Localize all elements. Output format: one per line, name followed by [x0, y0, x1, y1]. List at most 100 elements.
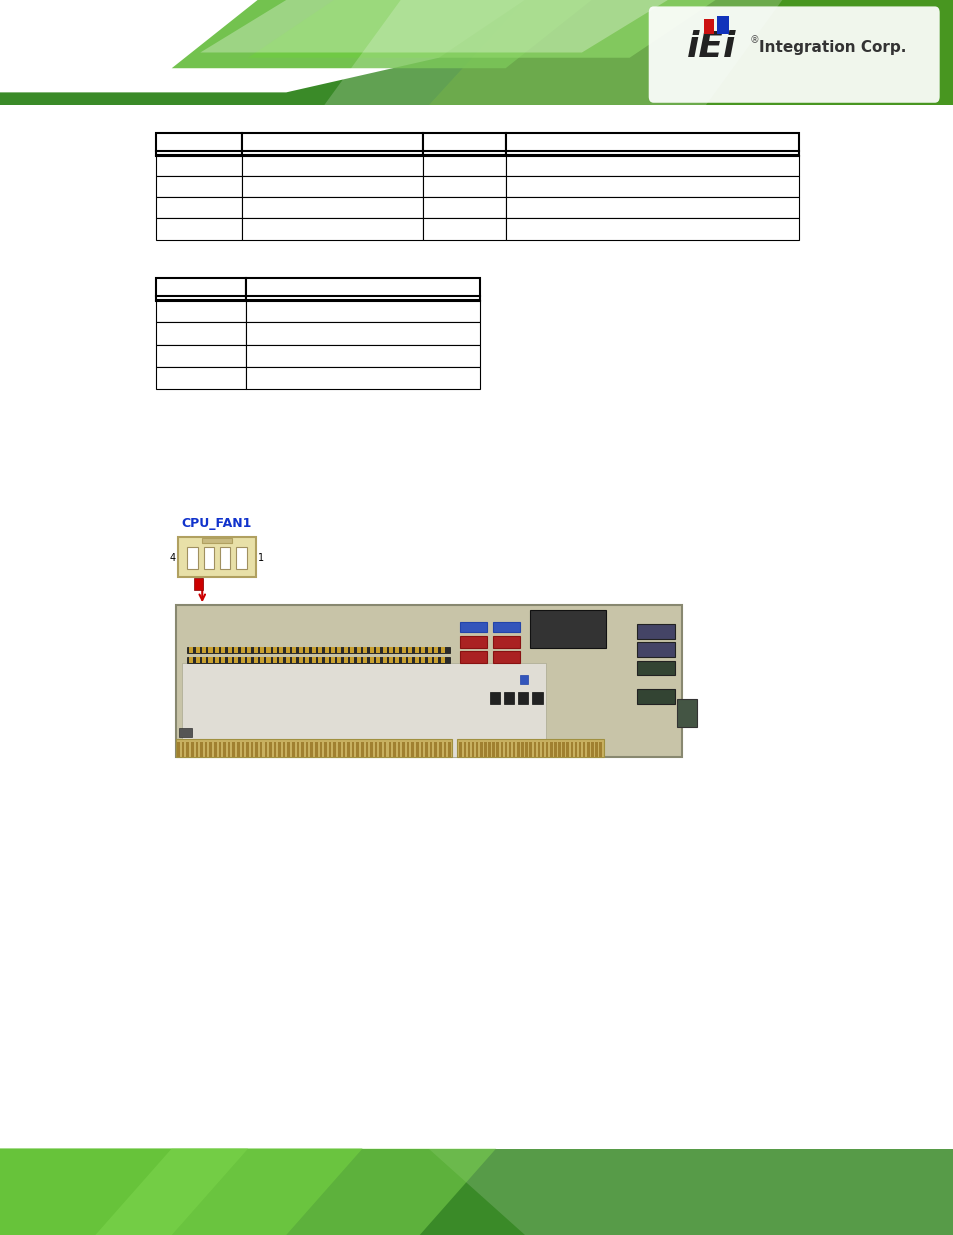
Bar — [253, 657, 257, 663]
Bar — [306, 741, 308, 757]
Bar — [279, 657, 283, 663]
Bar — [415, 657, 418, 663]
Bar — [422, 133, 506, 154]
Bar — [554, 741, 556, 757]
Bar — [525, 741, 527, 757]
Bar — [434, 657, 437, 663]
Bar — [155, 198, 242, 219]
Bar — [370, 741, 373, 757]
Bar — [479, 741, 482, 757]
Bar — [202, 657, 206, 663]
Bar — [273, 647, 276, 653]
Bar — [369, 647, 374, 653]
Bar — [337, 647, 341, 653]
Bar — [310, 741, 313, 757]
Bar — [347, 741, 350, 757]
Bar — [286, 657, 290, 663]
Bar — [520, 741, 523, 757]
Bar — [155, 154, 242, 175]
Bar — [278, 741, 280, 757]
Bar — [506, 154, 799, 175]
Bar — [324, 741, 327, 757]
Bar — [209, 647, 213, 653]
Bar — [240, 657, 245, 663]
FancyBboxPatch shape — [648, 6, 939, 103]
Bar — [312, 647, 315, 653]
Bar — [363, 657, 367, 663]
Bar — [260, 657, 264, 663]
Bar — [425, 741, 427, 757]
Bar — [342, 741, 345, 757]
Bar — [242, 198, 422, 219]
Bar — [292, 647, 296, 653]
Bar — [438, 741, 441, 757]
Bar — [456, 739, 603, 757]
Bar — [319, 741, 322, 757]
Bar — [541, 741, 544, 757]
Bar — [490, 692, 499, 704]
Bar — [415, 647, 418, 653]
Bar — [324, 657, 328, 663]
Bar — [459, 622, 487, 632]
Bar — [488, 741, 490, 757]
Bar — [205, 741, 207, 757]
Bar — [312, 657, 315, 663]
Bar — [382, 657, 386, 663]
Bar — [189, 647, 193, 653]
Bar — [459, 652, 487, 663]
Bar — [591, 741, 593, 757]
Bar — [274, 741, 276, 757]
Bar — [519, 676, 527, 684]
Bar — [356, 647, 360, 653]
Text: CPU_FAN1: CPU_FAN1 — [181, 516, 252, 530]
Bar — [273, 657, 276, 663]
Bar — [440, 647, 444, 653]
Bar — [301, 741, 303, 757]
Bar — [343, 657, 348, 663]
Bar — [305, 647, 309, 653]
Bar — [636, 661, 674, 676]
Bar — [317, 657, 322, 663]
Bar — [506, 133, 799, 154]
Bar — [389, 647, 393, 653]
Bar — [214, 657, 219, 663]
Bar — [459, 741, 461, 757]
Polygon shape — [429, 0, 953, 105]
Bar — [337, 741, 340, 757]
Bar — [578, 741, 580, 757]
Bar — [177, 741, 179, 757]
Bar — [407, 741, 409, 757]
Bar — [221, 647, 225, 653]
Polygon shape — [200, 0, 667, 52]
Bar — [324, 647, 328, 653]
Bar — [317, 647, 322, 653]
Bar — [228, 741, 230, 757]
Bar — [155, 322, 246, 345]
Bar — [533, 741, 536, 757]
Bar — [155, 367, 246, 389]
Bar — [395, 657, 399, 663]
Bar — [314, 741, 317, 757]
Bar — [500, 741, 502, 757]
Bar — [202, 647, 206, 653]
Bar — [155, 300, 246, 322]
Bar — [530, 610, 606, 647]
Bar — [233, 741, 234, 757]
Bar — [545, 741, 548, 757]
Bar — [427, 647, 432, 653]
Bar — [503, 692, 514, 704]
Bar — [504, 741, 507, 757]
Bar — [356, 741, 358, 757]
Polygon shape — [248, 0, 715, 58]
Bar — [471, 741, 474, 757]
Bar — [221, 657, 225, 663]
Bar — [223, 741, 226, 757]
Bar — [422, 219, 506, 240]
Bar — [506, 219, 799, 240]
Bar — [476, 741, 477, 757]
Bar — [517, 692, 528, 704]
Text: ®: ® — [749, 35, 759, 44]
Bar — [266, 647, 271, 653]
Bar — [506, 198, 799, 219]
Bar — [255, 741, 257, 757]
